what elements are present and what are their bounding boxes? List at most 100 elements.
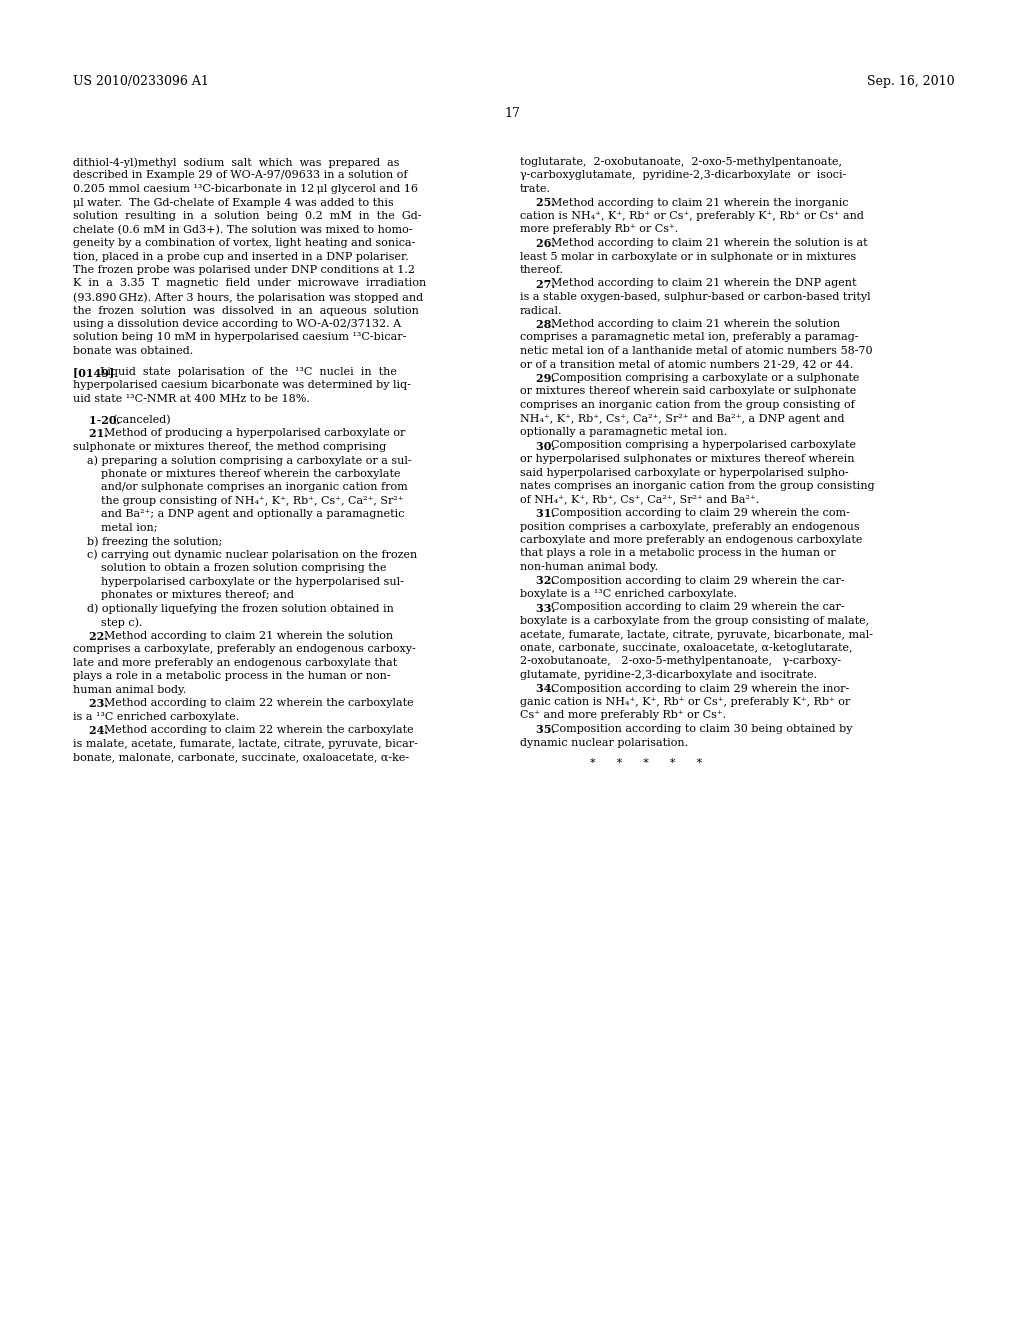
Text: The frozen probe was polarised under DNP conditions at 1.2: The frozen probe was polarised under DNP… [73,265,415,275]
Text: that plays a role in a metabolic process in the human or: that plays a role in a metabolic process… [520,549,836,558]
Text: γ-carboxyglutamate,  pyridine-2,3-dicarboxylate  or  isoci-: γ-carboxyglutamate, pyridine-2,3-dicarbo… [520,170,847,181]
Text: 24.: 24. [88,726,112,737]
Text: comprises a paramagnetic metal ion, preferably a paramag-: comprises a paramagnetic metal ion, pref… [520,333,858,342]
Text: Method according to claim 21 wherein the solution: Method according to claim 21 wherein the… [551,319,840,329]
Text: said hyperpolarised carboxylate or hyperpolarised sulpho-: said hyperpolarised carboxylate or hyper… [520,467,849,478]
Text: 21.: 21. [88,429,112,440]
Text: using a dissolution device according to WO-A-02/37132. A: using a dissolution device according to … [73,319,401,329]
Text: 29.: 29. [536,374,559,384]
Text: Sep. 16, 2010: Sep. 16, 2010 [867,75,955,88]
Text: bonate, malonate, carbonate, succinate, oxaloacetate, α-ke-: bonate, malonate, carbonate, succinate, … [73,752,410,763]
Text: 26.: 26. [536,238,559,249]
Text: 30.: 30. [536,441,559,451]
Text: dynamic nuclear polarisation.: dynamic nuclear polarisation. [520,738,688,747]
Text: tion, placed in a probe cup and inserted in a DNP polariser.: tion, placed in a probe cup and inserted… [73,252,409,261]
Text: solution  resulting  in  a  solution  being  0.2  mM  in  the  Gd-: solution resulting in a solution being 0… [73,211,422,220]
Text: the group consisting of NH₄⁺, K⁺, Rb⁺, Cs⁺, Ca²⁺, Sr²⁺: the group consisting of NH₄⁺, K⁺, Rb⁺, C… [73,496,403,506]
Text: *      *      *      *      *: * * * * * [520,759,702,768]
Text: a) preparing a solution comprising a carboxylate or a sul-: a) preparing a solution comprising a car… [73,455,412,466]
Text: NH₄⁺, K⁺, Rb⁺, Cs⁺, Ca²⁺, Sr²⁺ and Ba²⁺, a DNP agent and: NH₄⁺, K⁺, Rb⁺, Cs⁺, Ca²⁺, Sr²⁺ and Ba²⁺,… [520,413,845,424]
Text: is a stable oxygen-based, sulphur-based or carbon-based trityl: is a stable oxygen-based, sulphur-based … [520,292,870,302]
Text: bonate was obtained.: bonate was obtained. [73,346,194,356]
Text: position comprises a carboxylate, preferably an endogenous: position comprises a carboxylate, prefer… [520,521,859,532]
Text: cation is NH₄⁺, K⁺, Rb⁺ or Cs⁺, preferably K⁺, Rb⁺ or Cs⁺ and: cation is NH₄⁺, K⁺, Rb⁺ or Cs⁺, preferab… [520,211,864,220]
Text: US 2010/0233096 A1: US 2010/0233096 A1 [73,75,209,88]
Text: metal ion;: metal ion; [73,523,158,533]
Text: (canceled): (canceled) [112,414,170,425]
Text: carboxylate and more preferably an endogenous carboxylate: carboxylate and more preferably an endog… [520,535,862,545]
Text: Composition according to claim 29 wherein the car-: Composition according to claim 29 wherei… [551,576,845,586]
Text: or hyperpolarised sulphonates or mixtures thereof wherein: or hyperpolarised sulphonates or mixture… [520,454,854,465]
Text: 33.: 33. [536,602,559,614]
Text: boxylate is a carboxylate from the group consisting of malate,: boxylate is a carboxylate from the group… [520,616,869,626]
Text: Method according to claim 22 wherein the carboxylate: Method according to claim 22 wherein the… [104,726,414,735]
Text: phonates or mixtures thereof; and: phonates or mixtures thereof; and [73,590,294,601]
Text: chelate (0.6 mM in Gd3+). The solution was mixed to homo-: chelate (0.6 mM in Gd3+). The solution w… [73,224,413,235]
Text: 32.: 32. [536,576,559,586]
Text: 31.: 31. [536,508,559,519]
Text: onate, carbonate, succinate, oxaloacetate, α-ketoglutarate,: onate, carbonate, succinate, oxaloacetat… [520,643,853,653]
Text: sulphonate or mixtures thereof, the method comprising: sulphonate or mixtures thereof, the meth… [73,442,386,451]
Text: 27.: 27. [536,279,559,289]
Text: uid state ¹³C-NMR at 400 MHz to be 18%.: uid state ¹³C-NMR at 400 MHz to be 18%. [73,393,310,404]
Text: 25.: 25. [536,198,559,209]
Text: late and more preferably an endogenous carboxylate that: late and more preferably an endogenous c… [73,657,397,668]
Text: μl water.  The Gd-chelate of Example 4 was added to this: μl water. The Gd-chelate of Example 4 wa… [73,198,394,207]
Text: hyperpolarised carboxylate or the hyperpolarised sul-: hyperpolarised carboxylate or the hyperp… [73,577,403,587]
Text: or mixtures thereof wherein said carboxylate or sulphonate: or mixtures thereof wherein said carboxy… [520,387,856,396]
Text: and Ba²⁺; a DNP agent and optionally a paramagnetic: and Ba²⁺; a DNP agent and optionally a p… [73,510,404,519]
Text: Composition according to claim 29 wherein the inor-: Composition according to claim 29 wherei… [551,684,849,693]
Text: b) freezing the solution;: b) freezing the solution; [73,536,222,546]
Text: 0.205 mmol caesium ¹³C-bicarbonate in 12 μl glycerol and 16: 0.205 mmol caesium ¹³C-bicarbonate in 12… [73,183,418,194]
Text: and/or sulphonate comprises an inorganic cation from: and/or sulphonate comprises an inorganic… [73,482,408,492]
Text: non-human animal body.: non-human animal body. [520,562,658,572]
Text: comprises a carboxylate, preferably an endogenous carboxy-: comprises a carboxylate, preferably an e… [73,644,416,655]
Text: nates comprises an inorganic cation from the group consisting: nates comprises an inorganic cation from… [520,480,874,491]
Text: Composition comprising a carboxylate or a sulphonate: Composition comprising a carboxylate or … [551,374,859,383]
Text: 35.: 35. [536,723,559,735]
Text: Method according to claim 21 wherein the DNP agent: Method according to claim 21 wherein the… [551,279,856,289]
Text: 34.: 34. [536,684,559,694]
Text: Composition according to claim 29 wherein the car-: Composition according to claim 29 wherei… [551,602,845,612]
Text: Method according to claim 21 wherein the solution: Method according to claim 21 wherein the… [104,631,393,640]
Text: c) carrying out dynamic nuclear polarisation on the frozen: c) carrying out dynamic nuclear polarisa… [73,550,417,561]
Text: [0149]: [0149] [73,367,118,378]
Text: solution to obtain a frozen solution comprising the: solution to obtain a frozen solution com… [73,564,386,573]
Text: geneity by a combination of vortex, light heating and sonica-: geneity by a combination of vortex, ligh… [73,238,416,248]
Text: 1-20.: 1-20. [88,414,124,426]
Text: trate.: trate. [520,183,551,194]
Text: of NH₄⁺, K⁺, Rb⁺, Cs⁺, Ca²⁺, Sr²⁺ and Ba²⁺.: of NH₄⁺, K⁺, Rb⁺, Cs⁺, Ca²⁺, Sr²⁺ and Ba… [520,495,759,504]
Text: 28.: 28. [536,319,559,330]
Text: or of a transition metal of atomic numbers 21-29, 42 or 44.: or of a transition metal of atomic numbe… [520,359,853,370]
Text: comprises an inorganic cation from the group consisting of: comprises an inorganic cation from the g… [520,400,855,411]
Text: Method according to claim 21 wherein the solution is at: Method according to claim 21 wherein the… [551,238,867,248]
Text: Composition comprising a hyperpolarised carboxylate: Composition comprising a hyperpolarised … [551,441,856,450]
Text: Composition according to claim 29 wherein the com-: Composition according to claim 29 wherei… [551,508,850,517]
Text: 22.: 22. [88,631,112,642]
Text: netic metal ion of a lanthanide metal of atomic numbers 58-70: netic metal ion of a lanthanide metal of… [520,346,872,356]
Text: hyperpolarised caesium bicarbonate was determined by liq-: hyperpolarised caesium bicarbonate was d… [73,380,411,391]
Text: 17: 17 [504,107,520,120]
Text: 2-oxobutanoate,   2-oxo-5-methylpentanoate,   γ-carboxy-: 2-oxobutanoate, 2-oxo-5-methylpentanoate… [520,656,841,667]
Text: acetate, fumarate, lactate, citrate, pyruvate, bicarbonate, mal-: acetate, fumarate, lactate, citrate, pyr… [520,630,873,639]
Text: radical.: radical. [520,305,562,315]
Text: glutamate, pyridine-2,3-dicarboxylate and isocitrate.: glutamate, pyridine-2,3-dicarboxylate an… [520,671,817,680]
Text: is a ¹³C enriched carboxylate.: is a ¹³C enriched carboxylate. [73,711,240,722]
Text: thereof.: thereof. [520,265,564,275]
Text: Cs⁺ and more preferably Rb⁺ or Cs⁺.: Cs⁺ and more preferably Rb⁺ or Cs⁺. [520,710,726,721]
Text: Method of producing a hyperpolarised carboxylate or: Method of producing a hyperpolarised car… [104,429,406,438]
Text: Liquid  state  polarisation  of  the  ¹³C  nuclei  in  the: Liquid state polarisation of the ¹³C nuc… [100,367,397,378]
Text: human animal body.: human animal body. [73,685,186,694]
Text: 23.: 23. [88,698,112,709]
Text: the  frozen  solution  was  dissolved  in  an  aqueous  solution: the frozen solution was dissolved in an … [73,305,419,315]
Text: Method according to claim 22 wherein the carboxylate: Method according to claim 22 wherein the… [104,698,414,709]
Text: least 5 molar in carboxylate or in sulphonate or in mixtures: least 5 molar in carboxylate or in sulph… [520,252,856,261]
Text: optionally a paramagnetic metal ion.: optionally a paramagnetic metal ion. [520,426,727,437]
Text: phonate or mixtures thereof wherein the carboxylate: phonate or mixtures thereof wherein the … [73,469,400,479]
Text: Method according to claim 21 wherein the inorganic: Method according to claim 21 wherein the… [551,198,849,207]
Text: boxylate is a ¹³C enriched carboxylate.: boxylate is a ¹³C enriched carboxylate. [520,589,737,599]
Text: dithiol-4-yl)methyl  sodium  salt  which  was  prepared  as: dithiol-4-yl)methyl sodium salt which wa… [73,157,399,168]
Text: (93.890 GHz). After 3 hours, the polarisation was stopped and: (93.890 GHz). After 3 hours, the polaris… [73,292,423,302]
Text: described in Example 29 of WO-A-97/09633 in a solution of: described in Example 29 of WO-A-97/09633… [73,170,408,181]
Text: step c).: step c). [73,618,142,628]
